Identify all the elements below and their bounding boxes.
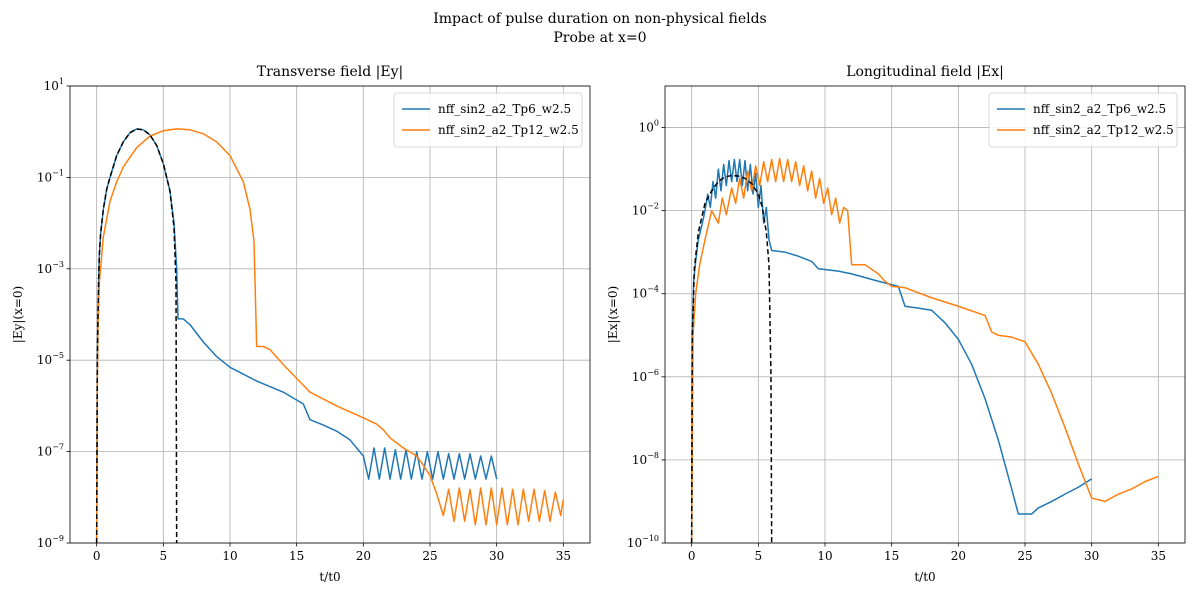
y-tick-label: 10−1: [37, 168, 64, 184]
x-tick-label: 20: [356, 549, 371, 563]
x-tick-label: 20: [951, 549, 966, 563]
y-tick-label: 10−7: [37, 443, 64, 459]
x-tick-label: 10: [222, 549, 237, 563]
legend-entry: nff_sin2_a2_Tp6_w2.5: [1033, 102, 1166, 116]
transverse-field-panel: 0 5 10 15 20 25 30 35 10−9 10−7 10−5 10−3 10−1 101 Tra…: [11, 64, 591, 584]
x-tick-label: 25: [1017, 549, 1032, 563]
y-tick-label: 10−3: [37, 260, 64, 276]
x-tick-label: 5: [755, 549, 763, 563]
x-tick-label: 35: [1151, 549, 1166, 563]
y-tick-label: 10−6: [632, 368, 659, 384]
series-line-1: [690, 157, 1159, 543]
reference-curve-dashed: [690, 174, 773, 543]
y-tick-label: 10−2: [632, 202, 659, 218]
x-tick-label: 10: [817, 549, 832, 563]
x-tick-label: 30: [489, 549, 504, 563]
longitudinal-field-panel: 0 5 10 15 20 25 30 35 10−10 10−8 10−6 10−4 10−2 100 Lo…: [606, 64, 1186, 584]
y-tick-label: 100: [639, 119, 659, 135]
panel-title: Transverse field |Ey|: [257, 64, 403, 80]
y-tick-label: 10−10: [627, 534, 659, 550]
x-axis-label: t/t0: [319, 570, 340, 584]
y-tick-label: 10−9: [37, 534, 64, 550]
legend-box: [988, 92, 1178, 148]
legend-box: [393, 92, 583, 148]
axes-frame: [69, 85, 591, 544]
x-tick-label: 5: [160, 549, 168, 563]
figure-subtitle: Probe at x=0: [553, 30, 646, 46]
x-tick-label: 15: [289, 549, 304, 563]
panel-title: Longitudinal field |Ex|: [846, 64, 1004, 80]
series-line-1: [95, 128, 565, 543]
legend-entry: nff_sin2_a2_Tp12_w2.5: [438, 123, 579, 137]
y-tick-label: 10−4: [632, 285, 659, 301]
legend-entry: nff_sin2_a2_Tp6_w2.5: [438, 102, 571, 116]
y-axis-label: |Ey|(x=0): [11, 286, 25, 343]
y-tick-label: 10−5: [37, 351, 64, 367]
x-tick-label: 15: [884, 549, 899, 563]
axes-frame: [664, 85, 1186, 544]
x-tick-label: 0: [688, 549, 696, 563]
y-tick-label: 101: [44, 77, 64, 93]
x-tick-label: 0: [93, 549, 101, 563]
x-tick-label: 35: [556, 549, 571, 563]
y-tick-label: 10−8: [632, 451, 659, 467]
reference-curve-dashed: [95, 128, 178, 543]
legend: nff_sin2_a2_Tp6_w2.5 nff_sin2_a2_Tp12_w2.…: [988, 92, 1178, 148]
figure-title: Impact of pulse duration on non-physical…: [433, 11, 766, 27]
y-axis-label: |Ex|(x=0): [606, 286, 620, 343]
legend: nff_sin2_a2_Tp6_w2.5 nff_sin2_a2_Tp12_w2.…: [393, 92, 583, 148]
legend-entry: nff_sin2_a2_Tp12_w2.5: [1033, 123, 1174, 137]
x-tick-label: 30: [1084, 549, 1099, 563]
x-axis-label: t/t0: [914, 570, 935, 584]
x-tick-label: 25: [422, 549, 437, 563]
series-line-0: [690, 158, 1093, 543]
